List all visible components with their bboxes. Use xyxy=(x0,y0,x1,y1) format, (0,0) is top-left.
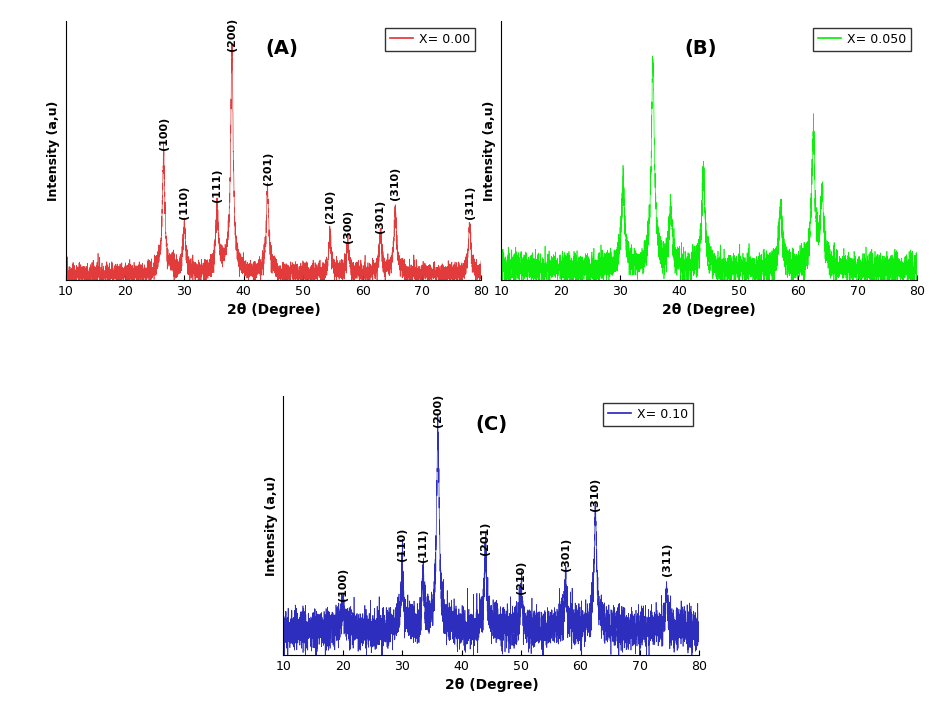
Text: (201): (201) xyxy=(480,521,490,555)
Legend: X= 0.00: X= 0.00 xyxy=(386,28,475,51)
Text: (111): (111) xyxy=(418,528,428,562)
Text: (110): (110) xyxy=(397,528,407,561)
Text: (C): (C) xyxy=(475,414,507,434)
Y-axis label: Intensity (a,u): Intensity (a,u) xyxy=(483,100,496,201)
Legend: X= 0.10: X= 0.10 xyxy=(604,403,694,426)
Text: (201): (201) xyxy=(263,152,272,185)
Text: (310): (310) xyxy=(591,478,600,511)
Text: (300): (300) xyxy=(343,209,353,243)
Text: (111): (111) xyxy=(212,169,222,202)
Text: (311): (311) xyxy=(662,543,672,577)
Text: (B): (B) xyxy=(685,39,717,58)
X-axis label: 2θ (Degree): 2θ (Degree) xyxy=(445,679,538,693)
Text: (100): (100) xyxy=(158,117,168,150)
Text: (200): (200) xyxy=(227,18,237,51)
Legend: X= 0.050: X= 0.050 xyxy=(813,28,911,51)
Text: (210): (210) xyxy=(325,190,335,224)
Text: (110): (110) xyxy=(180,185,189,219)
Y-axis label: Intensity (a,u): Intensity (a,u) xyxy=(47,100,60,201)
Text: (A): (A) xyxy=(266,39,299,58)
X-axis label: 2θ (Degree): 2θ (Degree) xyxy=(227,303,320,318)
Text: (200): (200) xyxy=(433,394,443,427)
Text: (100): (100) xyxy=(338,568,348,601)
Y-axis label: Intensity (a,u): Intensity (a,u) xyxy=(265,476,278,576)
Text: (301): (301) xyxy=(561,538,571,571)
Text: (301): (301) xyxy=(375,200,386,233)
Text: (311): (311) xyxy=(464,186,475,219)
Text: (210): (210) xyxy=(516,560,526,594)
X-axis label: 2θ (Degree): 2θ (Degree) xyxy=(663,303,756,318)
Text: (310): (310) xyxy=(390,167,401,199)
